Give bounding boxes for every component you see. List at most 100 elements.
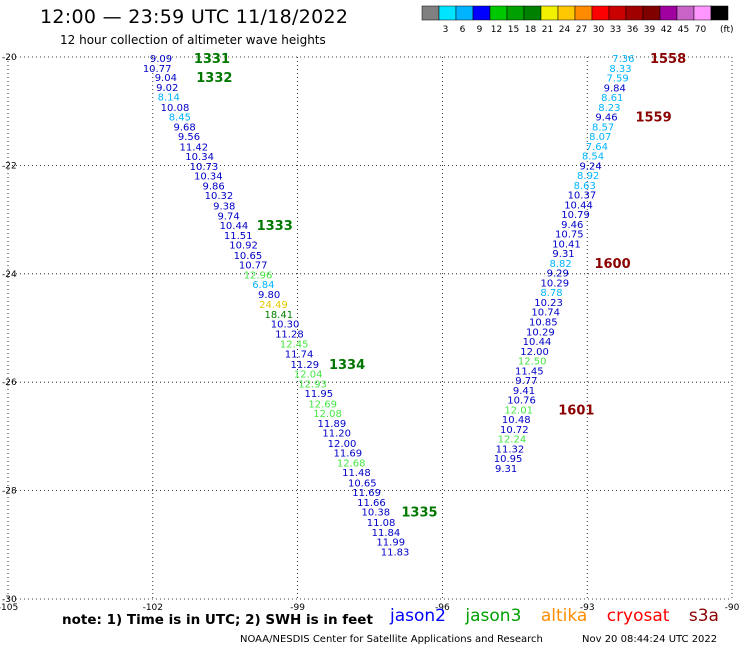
wave-height-label: 11.32	[496, 444, 525, 455]
wave-height-label: 9.38	[213, 202, 235, 213]
wave-height-label: 10.75	[555, 230, 584, 241]
wave-height-label: 9.41	[513, 386, 535, 397]
wave-height-label: 12.50	[518, 357, 547, 368]
wave-height-label: 9.86	[202, 181, 224, 192]
wave-height-label: 10.48	[502, 415, 531, 426]
colorbar-swatch	[591, 5, 610, 21]
wave-height-label: 10.76	[507, 396, 536, 407]
wave-height-label: 7.64	[586, 142, 608, 153]
footer-note: note: 1) Time is in UTC; 2) SWH is in fe…	[62, 612, 373, 628]
wave-height-label: 9.68	[174, 122, 196, 133]
wave-height-label: 10.44	[564, 200, 593, 211]
wave-height-label: 9.74	[217, 211, 239, 222]
wave-height-label: 10.77	[143, 64, 172, 75]
wave-height-label: 12.69	[308, 399, 337, 410]
wave-height-label: 10.95	[494, 454, 523, 465]
colorbar-swatch	[506, 5, 525, 21]
colorbar-swatch	[472, 5, 491, 21]
colorbar-label: 27	[576, 25, 587, 35]
x-tick-label: -90	[725, 603, 740, 613]
grid	[7, 56, 733, 600]
y-tick-label: -20	[2, 53, 17, 63]
wave-height-label: 10.34	[185, 152, 214, 163]
wave-height-label: 10.41	[552, 239, 581, 250]
wave-height-label: 12.93	[298, 379, 327, 390]
wave-height-label: 10.44	[523, 337, 552, 348]
wave-height-label: 11.69	[352, 488, 381, 499]
colorbar-label: 21	[542, 25, 553, 35]
wave-height-label: 10.65	[348, 478, 377, 489]
wave-height-label: 10.73	[190, 162, 219, 173]
satellite-legend: jason2 jason3 altika cryosat s3a	[390, 606, 733, 626]
colorbar: 3 6 9 12 15 18 21 24 27 30 33 36 39 42 45 70 (ft)	[421, 5, 734, 35]
wave-height-label: 10.38	[361, 508, 390, 519]
wave-height-label: 9.80	[258, 290, 280, 301]
colorbar-label: 45	[678, 25, 689, 35]
pass-number-label: 1333	[257, 219, 293, 234]
colorbar-label: 9	[477, 25, 483, 35]
colorbar-unit: (ft)	[720, 25, 734, 35]
wave-height-label: 8.23	[598, 103, 620, 114]
wave-height-label: 11.69	[333, 449, 362, 460]
colorbar-swatch	[455, 5, 474, 21]
wave-height-label: 9.29	[547, 269, 569, 280]
wave-height-label: 7.59	[606, 74, 628, 85]
wave-height-label: 10.77	[239, 261, 268, 272]
wave-height-label: 10.79	[561, 210, 590, 221]
wave-height-label: 9.77	[515, 376, 537, 387]
pass-number-label: 1559	[635, 111, 671, 126]
wave-height-label: 12.04	[294, 370, 323, 381]
x-tick-label: -96	[435, 603, 450, 613]
wave-height-label: 10.85	[529, 317, 558, 328]
colorbar-label: 39	[644, 25, 656, 35]
wave-height-label: 8.14	[158, 93, 180, 104]
colorbar-swatch	[676, 5, 695, 21]
pass-number-label: 1335	[401, 506, 437, 521]
y-tick-label: -26	[2, 378, 17, 388]
wave-height-label: 10.29	[526, 327, 555, 338]
colorbar-label: 12	[491, 25, 502, 35]
wave-height-label: 11.89	[318, 419, 347, 430]
legend-altika: altika	[540, 606, 588, 626]
wave-height-label: 8.61	[601, 93, 623, 104]
wave-height-label: 11.51	[224, 231, 253, 242]
colorbar-label: 42	[661, 25, 672, 35]
y-tick-label: -30	[2, 595, 17, 605]
wave-height-label: 11.08	[367, 518, 396, 529]
wave-height-label: 10.65	[234, 251, 263, 262]
colorbar-swatch	[489, 5, 508, 21]
wave-height-label: 12.45	[280, 340, 309, 351]
legend-cryosat: cryosat	[606, 606, 670, 626]
wave-height-label: 12.96	[244, 270, 273, 281]
wave-height-label: 9.04	[155, 73, 177, 84]
wave-height-label: 10.30	[271, 320, 300, 331]
wave-height-label: 10.29	[541, 278, 570, 289]
wave-height-label: 10.92	[229, 241, 258, 252]
wave-height-label: 9.24	[579, 161, 601, 172]
colorbar-swatch	[540, 5, 559, 21]
pass-number-label: 1601	[558, 403, 594, 418]
wave-height-label: 11.28	[275, 329, 304, 340]
x-tick-label: -99	[290, 603, 305, 613]
y-tick-label: -28	[2, 487, 17, 497]
generated-timestamp: Nov 20 08:44:24 UTC 2022	[582, 634, 718, 645]
wave-height-label: 9.31	[495, 464, 517, 475]
wave-height-label: 6.84	[252, 280, 274, 291]
series-jason2: 7.368.337.599.848.618.239.468.578.077.64…	[494, 54, 635, 475]
colorbar-swatch	[625, 5, 644, 21]
series-jason3: 9.0910.779.049.028.1410.088.459.689.5611…	[143, 54, 410, 558]
colorbar-swatch	[574, 5, 593, 21]
colorbar-label: 3	[443, 25, 449, 35]
wave-height-label: 9.31	[552, 249, 574, 260]
chart-title: 12:00 — 23:59 UTC 11/18/2022	[40, 6, 349, 28]
wave-height-label: 9.46	[595, 113, 617, 124]
wave-height-label: 10.23	[534, 298, 563, 309]
colorbar-swatch	[557, 5, 576, 21]
wave-height-label: 8.54	[582, 152, 604, 163]
wave-height-label: 10.08	[161, 103, 190, 114]
x-tick-label: -105	[0, 603, 18, 613]
colorbar-swatch	[608, 5, 627, 21]
colorbar-swatch	[710, 5, 729, 21]
pass-number-label: 1332	[196, 71, 232, 86]
wave-height-label: 10.32	[205, 191, 234, 202]
